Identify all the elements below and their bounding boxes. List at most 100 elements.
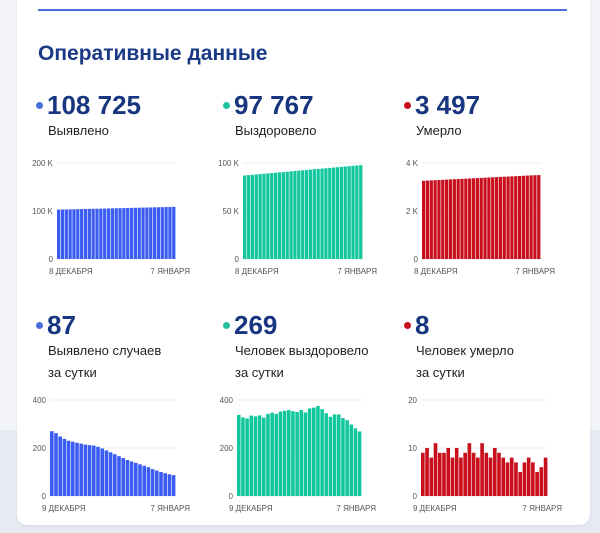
legend-dot-icon	[223, 321, 230, 329]
bar	[114, 208, 118, 259]
bar	[171, 475, 176, 496]
bar	[138, 464, 142, 496]
bar	[429, 180, 433, 259]
bar	[245, 418, 249, 496]
bar	[483, 177, 487, 259]
bar-chart: 0 200 400 9 ДЕКАБРЯ 7 ЯНВАРЯ	[33, 396, 191, 513]
bar	[79, 443, 83, 496]
y-tick-label: 200	[33, 444, 47, 453]
bar	[479, 177, 483, 259]
bar	[117, 456, 121, 496]
bar	[494, 177, 499, 259]
bar	[299, 410, 304, 496]
bar	[257, 415, 262, 496]
x-tick-label: 8 ДЕКАБРЯ	[235, 267, 279, 276]
bar	[539, 467, 544, 496]
bar	[87, 445, 92, 496]
bar	[83, 444, 88, 496]
y-tick-label: 200 K	[32, 159, 54, 168]
stat-label: Выявлено случаев	[48, 343, 162, 358]
bar	[464, 178, 468, 259]
bar	[146, 467, 151, 496]
bar	[543, 457, 548, 496]
bar	[471, 452, 476, 496]
y-tick-label: 400	[220, 396, 234, 405]
x-tick-label: 7 ЯНВАРЯ	[515, 267, 555, 276]
bar	[152, 207, 157, 259]
stat-block: 108 725 Выявлено	[36, 90, 216, 142]
bar	[349, 424, 354, 496]
bar	[243, 175, 247, 259]
bar	[297, 170, 301, 259]
bar	[450, 457, 455, 496]
bar	[502, 176, 506, 259]
bar	[459, 457, 463, 496]
stat-value: 269	[234, 310, 278, 340]
x-tick-label: 7 ЯНВАРЯ	[150, 504, 190, 513]
bar	[308, 169, 313, 259]
bar	[75, 442, 79, 496]
bar	[531, 462, 535, 496]
bar	[113, 454, 117, 496]
x-tick-label: 7 ЯНВАРЯ	[150, 267, 190, 276]
bar	[150, 469, 155, 496]
stat-block: 87 Выявлено случаев за сутки	[36, 310, 216, 384]
bar	[437, 452, 442, 496]
bar-chart: 0 50 K 100 K 8 ДЕКАБРЯ 7 ЯНВАРЯ	[218, 159, 377, 276]
bar	[104, 450, 109, 496]
legend-dot-icon	[223, 101, 230, 109]
bar	[163, 473, 167, 496]
bar	[324, 413, 329, 496]
bar	[488, 457, 493, 496]
stat-label: Умерло	[416, 123, 462, 138]
stat-label: Человек выздоровело	[235, 343, 369, 358]
bar	[145, 207, 149, 259]
y-tick-label: 400	[33, 396, 47, 405]
stat-label-2: за сутки	[416, 365, 465, 380]
bar	[456, 179, 460, 259]
y-tick-label: 100 K	[32, 207, 54, 216]
dashboard-card	[17, 0, 590, 525]
bar	[324, 168, 328, 259]
y-tick-label: 0	[414, 255, 419, 264]
bar	[287, 410, 291, 496]
bar	[328, 167, 332, 259]
bar	[68, 209, 72, 259]
bar	[62, 438, 67, 496]
bar	[425, 180, 430, 259]
bar	[452, 179, 456, 259]
bar	[64, 209, 68, 259]
bar	[266, 413, 270, 496]
bar	[437, 179, 441, 259]
bar	[351, 165, 355, 259]
bar	[270, 173, 274, 259]
bar	[122, 208, 126, 259]
bar	[421, 452, 425, 496]
bar	[281, 172, 285, 259]
bar	[50, 431, 54, 496]
bar	[249, 415, 254, 496]
bar	[72, 209, 76, 259]
x-tick-label: 8 ДЕКАБРЯ	[49, 267, 93, 276]
bar	[304, 169, 309, 259]
bar	[289, 171, 293, 259]
bar	[312, 169, 316, 259]
bar	[76, 209, 80, 259]
bar	[463, 452, 467, 496]
bar	[446, 448, 451, 496]
bar	[337, 414, 341, 496]
bar	[106, 208, 111, 259]
bar	[108, 452, 113, 496]
legend-dot-icon	[404, 321, 411, 329]
bar	[58, 436, 62, 496]
bar	[295, 412, 299, 496]
bar	[293, 170, 297, 259]
y-tick-label: 0	[229, 492, 234, 501]
bar	[172, 206, 176, 259]
stat-block: 97 767 Выздоровело	[223, 90, 403, 142]
bar	[99, 208, 103, 259]
bar	[476, 457, 480, 496]
bar	[91, 208, 95, 259]
x-tick-label: 8 ДЕКАБРЯ	[414, 267, 458, 276]
bar	[332, 167, 336, 259]
